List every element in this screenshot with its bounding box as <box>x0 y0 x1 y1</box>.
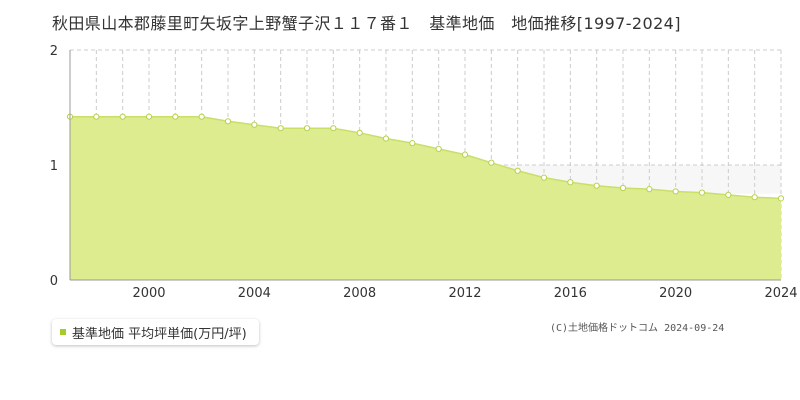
data-point <box>93 113 100 120</box>
data-point <box>251 121 258 128</box>
y-tick-label: 0 <box>50 274 58 289</box>
data-point <box>777 195 785 202</box>
data-point <box>514 167 521 174</box>
data-point <box>593 182 600 189</box>
data-point <box>619 184 627 192</box>
data-point <box>145 113 153 120</box>
data-point <box>725 191 732 198</box>
copyright-text: (C)土地価格ドットコム 2024-09-24 <box>550 323 725 334</box>
data-point <box>198 113 205 120</box>
data-point <box>224 118 232 125</box>
legend: 基準地価 平均坪単価(万円/坪) <box>52 319 259 345</box>
x-tick-label: 2012 <box>448 286 481 301</box>
data-point <box>409 140 416 147</box>
data-point <box>488 159 495 166</box>
data-point <box>435 145 442 152</box>
x-tick-label: 2004 <box>238 286 271 301</box>
legend-swatch <box>60 329 66 335</box>
y-tick-label: 2 <box>50 44 58 59</box>
x-tick-label: 2008 <box>343 286 376 301</box>
data-point <box>330 125 337 132</box>
x-tick-label: 2016 <box>554 286 587 301</box>
x-tick-label: 2000 <box>132 286 165 301</box>
data-point <box>672 188 679 195</box>
x-tick-label: 2024 <box>764 286 797 301</box>
legend-label: 基準地価 平均坪単価(万円/坪) <box>72 326 247 342</box>
data-point <box>356 129 363 136</box>
data-point <box>461 151 469 158</box>
chart-title: 秋田県山本郡藤里町矢坂字上野蟹子沢１１７番１ 基準地価 地価推移[1997-20… <box>52 14 681 33</box>
x-tick-label: 2020 <box>659 286 692 301</box>
data-point <box>698 189 706 196</box>
y-tick-label: 1 <box>50 159 58 174</box>
data-point <box>277 125 284 132</box>
data-point <box>303 125 311 132</box>
data-point <box>172 113 179 120</box>
data-point <box>646 186 653 193</box>
data-point <box>567 179 574 186</box>
series-area <box>70 116 781 280</box>
series-line <box>70 115 782 200</box>
data-point <box>751 194 758 201</box>
data-point <box>540 174 548 181</box>
data-point <box>119 113 126 120</box>
data-point <box>382 135 390 142</box>
